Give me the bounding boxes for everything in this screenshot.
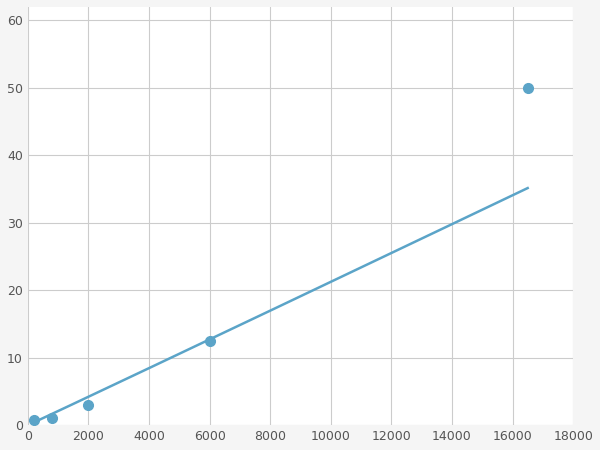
Point bbox=[29, 417, 38, 424]
Point bbox=[523, 84, 532, 91]
Point bbox=[47, 415, 57, 422]
Point bbox=[83, 401, 93, 409]
Point bbox=[205, 337, 214, 344]
